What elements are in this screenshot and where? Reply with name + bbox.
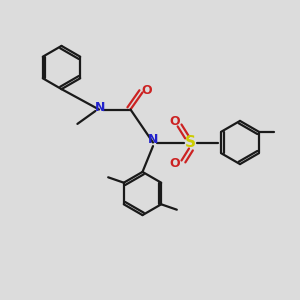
Text: S: S bbox=[185, 135, 196, 150]
Text: O: O bbox=[169, 157, 180, 170]
Text: N: N bbox=[148, 133, 158, 146]
Text: O: O bbox=[141, 83, 152, 97]
Text: N: N bbox=[94, 101, 105, 114]
Text: O: O bbox=[169, 115, 180, 128]
